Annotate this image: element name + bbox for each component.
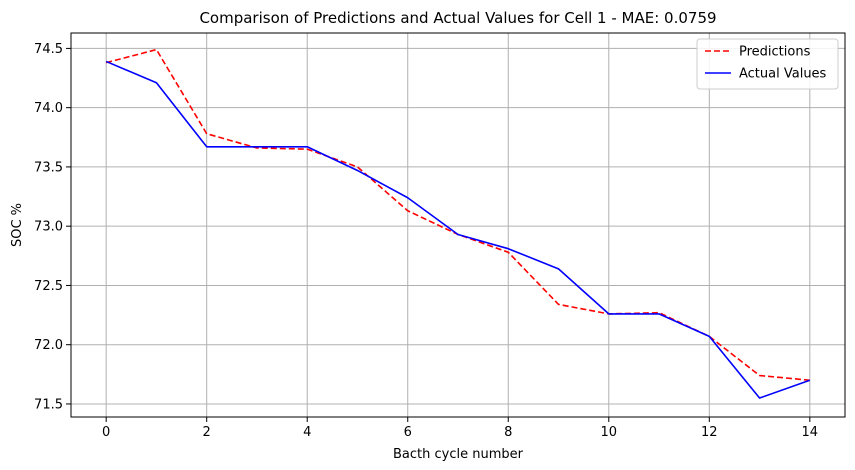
y-tick-label: 74.5 [34,42,63,57]
legend: Predictions Actual Values [696,38,839,90]
plot-frame [70,32,846,418]
y-tick-label: 72.5 [34,279,63,294]
y-tick-label: 72.0 [34,338,63,353]
legend-label-2: Actual Values [739,67,827,82]
x-tick-label: 14 [802,425,819,440]
x-axis-label: Bacth cycle number [393,447,524,462]
y-tick-label: 74.0 [34,101,63,116]
x-tick-label: 12 [701,425,718,440]
x-tick-label: 8 [504,425,512,440]
x-tick-label: 0 [102,425,110,440]
x-tick-label: 4 [303,425,311,440]
legend-label-1: Predictions [739,45,811,60]
y-axis-label: SOC % [10,203,25,247]
x-tick-label: 6 [404,425,412,440]
chart-title: Comparison of Predictions and Actual Val… [199,9,716,27]
x-axis: 0 2 4 6 8 10 12 14 [102,417,818,440]
x-tick-label: 10 [601,425,618,440]
y-tick-label: 73.5 [34,160,63,175]
legend-box [696,38,839,90]
y-axis: 71.5 72.0 72.5 73.0 73.5 74.0 74.5 [34,42,71,412]
series-line-2 [105,60,811,399]
x-tick-label: 2 [203,425,211,440]
series-layer [105,48,811,399]
y-tick-label: 73.0 [34,220,63,235]
y-tick-label: 71.5 [34,397,63,412]
